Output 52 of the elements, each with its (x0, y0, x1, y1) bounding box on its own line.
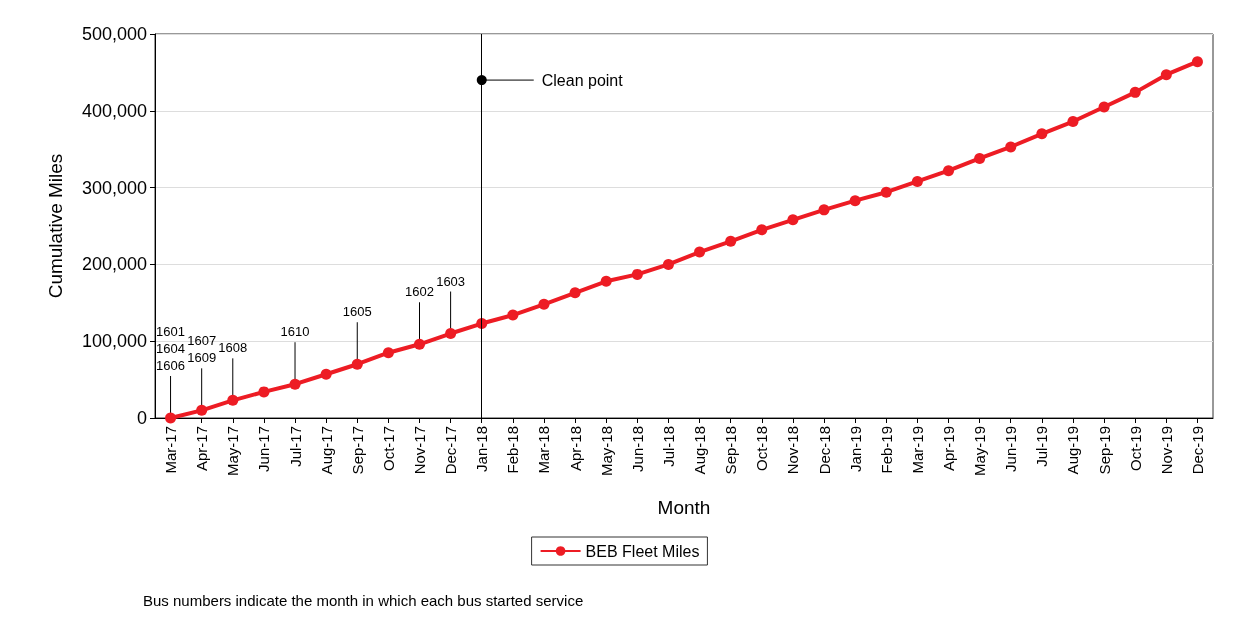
x-tick-label: Jan-19 (846, 426, 864, 472)
y-axis-title: Cumulative Miles (45, 153, 66, 299)
annotation: 1608 (218, 340, 248, 356)
x-tick-label: May-18 (597, 426, 615, 477)
x-tick-label: Sep-18 (722, 426, 740, 475)
x-tick-label: Mar-18 (535, 426, 553, 474)
y-tick-label: 400,000 (81, 100, 147, 121)
y-tick-label: 0 (136, 408, 147, 428)
x-tick-label: Feb-19 (877, 426, 895, 474)
x-tick-label: May-19 (971, 426, 989, 477)
x-tick-label: Nov-17 (411, 426, 428, 475)
x-tick-label: Dec-18 (815, 426, 833, 475)
x-tick-label: Jun-17 (255, 426, 273, 472)
annotation: 1605 (342, 304, 372, 320)
x-tick-label: Nov-18 (784, 426, 802, 475)
x-tick-label: Jul-18 (659, 426, 677, 467)
x-tick-label: May-17 (224, 426, 242, 477)
x-tick-label: Aug-19 (1064, 426, 1082, 475)
x-tick-label: Aug-17 (317, 426, 335, 475)
annotation: Clean point (541, 71, 624, 89)
x-tick-label: Oct-18 (753, 426, 771, 472)
annotation: 1602 (405, 284, 434, 300)
y-tick-label: 200,000 (81, 254, 147, 275)
x-tick-label: Jan-18 (473, 426, 491, 472)
x-tick-label: Apr-19 (940, 426, 957, 472)
text: Bus numbers indicate the month in which each bus started service (143, 592, 584, 609)
annotation: 1610 (280, 324, 310, 340)
x-tick-label: Feb-18 (504, 426, 522, 474)
y-tick-label: 100,000 (81, 331, 147, 352)
x-tick-label: Oct-19 (1126, 426, 1144, 472)
x-tick-label: Sep-19 (1095, 426, 1113, 475)
legend-label: BEB Fleet Miles (585, 542, 700, 560)
x-tick-label: Dec-19 (1188, 426, 1206, 475)
y-tick-label: 300,000 (81, 177, 147, 198)
annotation: 1607 1609 (187, 333, 217, 366)
y-tick-label: 500,000 (81, 24, 147, 44)
x-tick-label: Dec-17 (442, 426, 460, 475)
x-tick-label: Apr-17 (193, 426, 211, 472)
x-tick-label: Apr-18 (566, 426, 584, 472)
x-tick-label: Sep-17 (348, 426, 366, 475)
x-tick-label: Jul-17 (286, 426, 304, 467)
x-tick-label: Aug-18 (691, 426, 709, 475)
x-tick-label: Nov-19 (1157, 426, 1175, 475)
annotation: 1603 (436, 273, 466, 289)
x-tick-label: Jun-18 (628, 426, 646, 472)
x-axis-title: Month (657, 497, 711, 518)
x-tick-label: Mar-17 (162, 426, 180, 474)
x-tick-label: Jul-19 (1033, 426, 1051, 467)
x-tick-label: Jun-19 (1002, 426, 1020, 472)
annotation: 1601 1604 1606 (156, 324, 186, 373)
x-tick-label: Oct-17 (379, 426, 397, 472)
x-tick-label: Mar-19 (908, 426, 926, 474)
